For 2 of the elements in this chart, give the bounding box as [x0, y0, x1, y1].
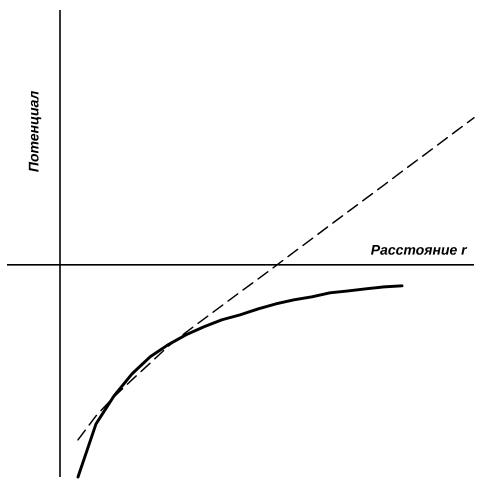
y-axis-title: Потенциал — [28, 91, 42, 172]
x-axis-title: Расстояние r — [370, 245, 468, 255]
